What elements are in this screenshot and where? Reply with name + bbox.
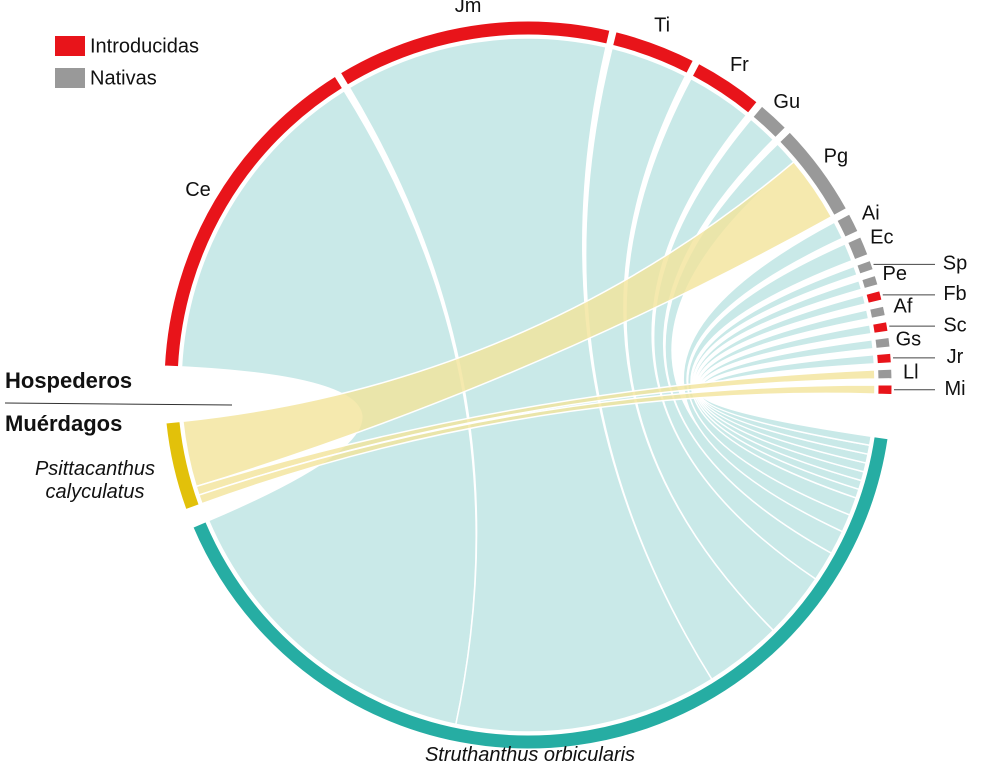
legend-label: Nativas xyxy=(90,67,157,89)
mistletoe-label: Psittacanthus calyculatus xyxy=(34,458,156,503)
host-label: Fr xyxy=(730,54,749,76)
host-arc xyxy=(865,290,883,304)
host-arc xyxy=(691,62,758,114)
host-label: Jr xyxy=(947,346,964,368)
host-label: Jm xyxy=(455,0,482,17)
host-label: Mi xyxy=(944,378,965,400)
legend-swatch xyxy=(55,36,85,56)
host-label: Gu xyxy=(773,91,800,113)
host-label: Pg xyxy=(824,145,848,167)
divider xyxy=(4,402,233,406)
host-arc xyxy=(861,274,879,290)
legend-label: Introducidas xyxy=(90,35,199,57)
host-arc xyxy=(779,131,848,216)
host-label: Ll xyxy=(903,362,919,384)
host-arc xyxy=(339,20,611,86)
host-arc xyxy=(876,352,892,365)
mistletoes-heading: Muérdagos xyxy=(5,411,122,436)
host-label: Sp xyxy=(943,253,967,275)
host-label: Sc xyxy=(943,314,966,336)
host-arc xyxy=(856,259,874,275)
host-arc xyxy=(869,305,886,319)
host-label: Ce xyxy=(185,179,211,201)
host-label: Gs xyxy=(896,328,922,350)
mistletoe-arc xyxy=(192,436,889,750)
host-arc xyxy=(836,213,859,238)
ribbon xyxy=(197,384,876,505)
host-label: Pe xyxy=(883,263,907,285)
host-arc xyxy=(612,31,694,74)
host-arc xyxy=(847,236,869,261)
host-arc xyxy=(877,368,893,380)
host-label: Ec xyxy=(870,227,893,249)
host-arc xyxy=(872,321,889,334)
host-label: Ai xyxy=(862,202,880,224)
host-arc xyxy=(874,336,891,349)
host-arc xyxy=(163,75,344,368)
host-label: Af xyxy=(894,295,913,317)
hosts-heading: Hospederos xyxy=(5,368,132,393)
mistletoe-label: Struthanthus orbicularis xyxy=(424,744,636,766)
host-label: Fb xyxy=(943,283,966,305)
legend-swatch xyxy=(55,68,85,88)
mistletoe-arc xyxy=(165,421,200,511)
host-label: Ti xyxy=(654,15,670,37)
host-arc xyxy=(877,384,893,396)
host-arc xyxy=(752,105,787,139)
